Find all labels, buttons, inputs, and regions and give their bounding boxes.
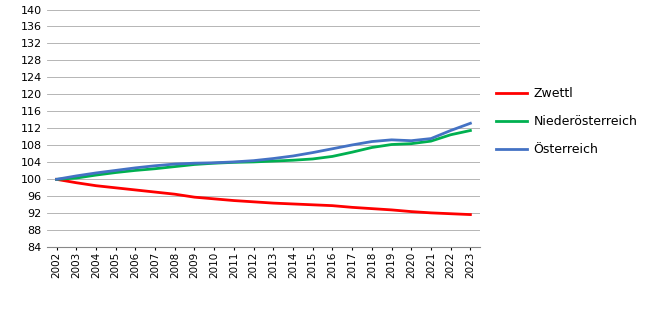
Niederösterreich [328, 154, 336, 158]
Österreich [388, 138, 396, 142]
Niederösterreich [53, 178, 61, 181]
Niederösterreich [348, 150, 356, 154]
Zwettl [210, 197, 218, 201]
Österreich [230, 160, 238, 164]
Zwettl [388, 208, 396, 212]
Zwettl [348, 205, 356, 209]
Österreich [111, 169, 119, 172]
Zwettl [328, 204, 336, 208]
Österreich [53, 178, 61, 181]
Niederösterreich [408, 142, 416, 146]
Niederösterreich [447, 133, 455, 137]
Zwettl [447, 212, 455, 216]
Österreich [171, 162, 179, 166]
Niederösterreich [388, 143, 396, 146]
Zwettl [53, 178, 61, 181]
Österreich [348, 143, 356, 147]
Österreich [72, 174, 80, 178]
Niederösterreich [269, 159, 277, 163]
Niederösterreich [111, 171, 119, 174]
Zwettl [427, 211, 435, 215]
Niederösterreich [289, 158, 297, 162]
Niederösterreich [151, 167, 159, 171]
Zwettl [151, 190, 159, 194]
Österreich [447, 129, 455, 133]
Zwettl [191, 195, 199, 199]
Niederösterreich [72, 176, 80, 180]
Zwettl [72, 181, 80, 184]
Niederösterreich [249, 160, 257, 164]
Österreich [466, 121, 474, 125]
Österreich [408, 139, 416, 143]
Niederösterreich [368, 146, 376, 149]
Zwettl [92, 184, 100, 188]
Legend: Zwettl, Niederösterreich, Österreich: Zwettl, Niederösterreich, Österreich [491, 82, 642, 161]
Österreich [151, 164, 159, 168]
Österreich [328, 147, 336, 151]
Niederösterreich [171, 165, 179, 169]
Zwettl [309, 203, 317, 207]
Niederösterreich [92, 173, 100, 177]
Zwettl [171, 192, 179, 196]
Niederösterreich [230, 160, 238, 164]
Zwettl [408, 210, 416, 214]
Zwettl [131, 188, 139, 192]
Zwettl [230, 199, 238, 203]
Österreich [210, 161, 218, 165]
Line: Niederösterreich: Niederösterreich [57, 131, 470, 179]
Niederösterreich [210, 161, 218, 165]
Niederösterreich [131, 169, 139, 172]
Zwettl [368, 207, 376, 210]
Zwettl [289, 202, 297, 206]
Zwettl [249, 200, 257, 204]
Zwettl [111, 186, 119, 190]
Österreich [427, 137, 435, 140]
Österreich [249, 159, 257, 163]
Niederösterreich [466, 129, 474, 133]
Zwettl [466, 213, 474, 217]
Österreich [191, 161, 199, 165]
Österreich [289, 154, 297, 158]
Niederösterreich [309, 157, 317, 161]
Niederösterreich [427, 139, 435, 143]
Österreich [368, 140, 376, 144]
Österreich [269, 157, 277, 160]
Niederösterreich [191, 163, 199, 166]
Österreich [131, 166, 139, 170]
Line: Österreich: Österreich [57, 123, 470, 179]
Zwettl [269, 201, 277, 205]
Österreich [309, 151, 317, 154]
Line: Zwettl: Zwettl [57, 179, 470, 215]
Österreich [92, 171, 100, 175]
